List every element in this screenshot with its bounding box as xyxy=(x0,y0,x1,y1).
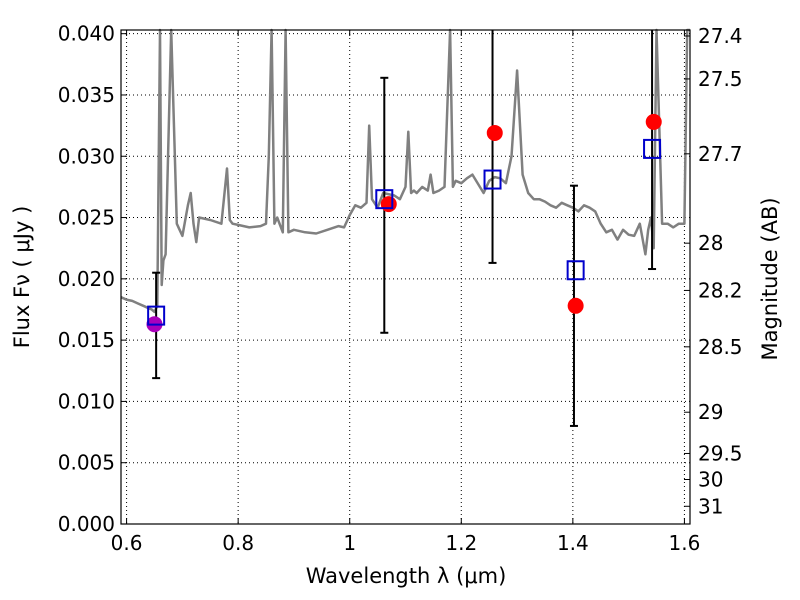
x-tick-label: 1 xyxy=(343,531,356,555)
observed-point xyxy=(645,113,662,130)
model-point xyxy=(566,260,585,281)
y-axis-title: Flux Fν ( μJy ) xyxy=(10,206,34,349)
error-bars xyxy=(152,30,657,427)
x-tick-label: 0.8 xyxy=(222,531,254,555)
y-tick-label: 0.030 xyxy=(58,144,115,168)
observed-point xyxy=(567,297,584,314)
axis-ticks xyxy=(121,30,690,525)
right-tick-label: 28 xyxy=(698,231,723,255)
right-tick-label: 28.5 xyxy=(698,335,743,359)
x-tick-label: 1.6 xyxy=(669,531,701,555)
model-point xyxy=(147,305,166,326)
x-axis-title: Wavelength λ (μm) xyxy=(306,564,507,588)
y-tick-label: 0.000 xyxy=(58,512,115,536)
right-tick-label: 27.4 xyxy=(698,24,743,48)
y-tick-label: 0.010 xyxy=(58,389,115,413)
x-tick-label: 1.4 xyxy=(557,531,589,555)
right-tick-label: 29.5 xyxy=(698,441,743,465)
plot-frame xyxy=(120,29,691,525)
right-tick-label: 27.7 xyxy=(698,142,743,166)
y-tick-label: 0.025 xyxy=(58,206,115,230)
y-tick-label: 0.020 xyxy=(58,267,115,291)
x-tick-label: 0.6 xyxy=(111,531,143,555)
model-point xyxy=(375,189,394,210)
y-tick-label: 0.005 xyxy=(58,451,115,475)
y-tick-label: 0.040 xyxy=(58,22,115,46)
right-tick-label: 31 xyxy=(698,494,723,518)
grid-lines xyxy=(121,30,690,525)
tick-labels: 0.6 0.8 1 1.2 1.4 1.6 0.000 0.005 0.010 0.015 0.02… xyxy=(58,22,743,555)
right-tick-label: 30 xyxy=(698,467,723,491)
right-tick-label: 29 xyxy=(698,400,723,424)
model-spectrum xyxy=(120,28,690,314)
y-tick-label: 0.015 xyxy=(58,328,115,352)
right-axis-title: Magnitude (AB) xyxy=(758,197,782,360)
x-tick-label: 1.2 xyxy=(445,531,477,555)
right-tick-label: 28.2 xyxy=(698,278,743,302)
spectrum-line xyxy=(120,28,690,314)
y-tick-label: 0.035 xyxy=(58,83,115,107)
right-tick-label: 27.5 xyxy=(698,67,743,91)
model-point xyxy=(483,169,502,190)
observed-point xyxy=(380,196,397,213)
observed-point xyxy=(486,124,503,141)
model-point xyxy=(643,138,662,159)
data-points xyxy=(146,113,662,333)
